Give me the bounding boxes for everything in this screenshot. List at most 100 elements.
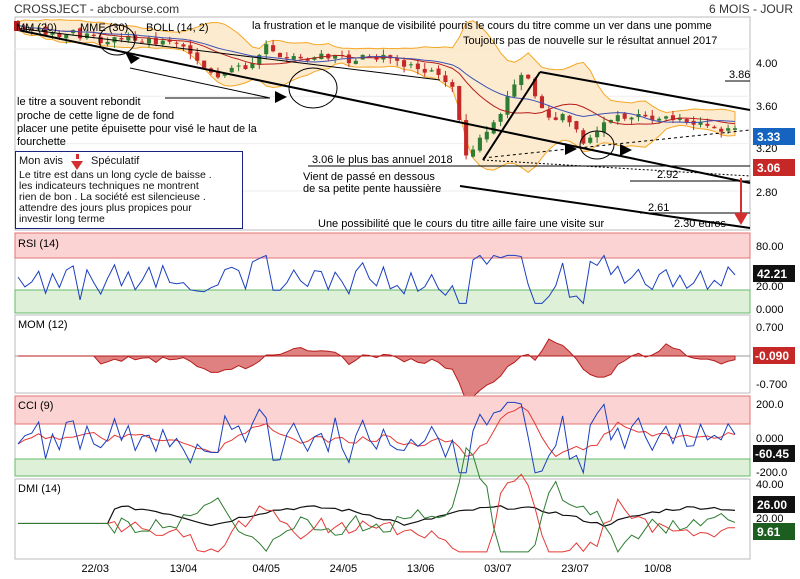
candle-body — [119, 38, 124, 40]
dmi-adx-line — [18, 505, 736, 527]
opinion-box: Mon avis Spéculatif Le titre est dans un… — [15, 151, 243, 229]
dmi-minus-line — [18, 446, 736, 553]
candle — [277, 52, 283, 58]
candle-body — [395, 57, 400, 61]
candle — [719, 126, 724, 138]
candle-body — [250, 63, 255, 69]
rsi-overbought-zone — [14, 232, 751, 259]
candle — [505, 90, 510, 119]
dmi-plus-line — [18, 473, 736, 553]
chart-period: 6 MOIS - JOUR — [709, 2, 793, 16]
candle — [670, 110, 676, 124]
opinion-verdict: Spéculatif — [91, 154, 140, 167]
cci-tick: -200.0 — [756, 467, 787, 479]
candle-body — [574, 121, 579, 130]
candle-body — [670, 115, 676, 120]
candles — [15, 20, 738, 160]
candle-body — [408, 64, 414, 66]
annotation-frustration: la frustration et le manque de visibilit… — [252, 20, 712, 32]
candle — [601, 116, 607, 137]
dmi-tick: 40.00 — [756, 479, 784, 491]
candle-body — [422, 68, 427, 73]
mom-tick: -0.700 — [756, 379, 787, 391]
candle — [105, 37, 110, 47]
arrow-head-1 — [125, 52, 140, 64]
candle — [22, 25, 27, 32]
candle — [243, 62, 248, 70]
rsi-value-tag — [753, 265, 795, 282]
candle-body — [353, 60, 358, 64]
candle — [622, 111, 627, 121]
x-tick-label: 04/05 — [252, 563, 280, 575]
dmi-tick: 20.00 — [756, 513, 784, 525]
candle — [229, 65, 234, 73]
candle — [574, 120, 579, 133]
candle-body — [505, 96, 510, 115]
candle-body — [560, 114, 565, 121]
annotation-rebound-3: placer une petite épuisette pour visé le… — [17, 123, 258, 135]
mm-line — [17, 24, 736, 125]
candle-body — [153, 37, 158, 45]
annotation-rebound-1: le titre a souvent rebondit — [17, 96, 141, 108]
candle-body — [36, 27, 41, 30]
candle — [291, 53, 296, 60]
mom-panel — [14, 314, 751, 394]
candle-body — [484, 131, 489, 140]
candle-body — [677, 117, 682, 120]
price-tick: 2.80 — [756, 187, 777, 199]
candle — [526, 74, 531, 80]
candle-body — [622, 113, 627, 119]
annotation-possibility: Une possibilité que le cours du titre ai… — [318, 218, 604, 230]
candle-body — [526, 74, 531, 79]
candle — [443, 70, 448, 87]
candle-body — [181, 44, 186, 47]
candle — [181, 42, 186, 52]
legend-boll: BOLL (14, 2) — [146, 22, 209, 34]
candle — [174, 41, 179, 48]
candle-body — [712, 126, 717, 129]
cci-tick: 200.0 — [756, 399, 784, 411]
candle-body — [457, 86, 462, 120]
candle — [470, 145, 476, 158]
cci-signal-line — [17, 405, 736, 458]
mom-value: -0.090 — [755, 349, 789, 363]
candle-body — [50, 32, 55, 35]
dmi-value-tag-a — [753, 496, 795, 513]
opinion-title: Mon avis — [19, 154, 64, 167]
dmi-title: DMI (14) — [18, 483, 61, 495]
annotation-passed-1: Vient de passé en dessous — [303, 171, 435, 183]
candle-body — [588, 137, 593, 143]
candle-body — [470, 149, 476, 157]
candle — [271, 40, 276, 53]
candle-body — [595, 131, 600, 138]
candle-body — [277, 52, 283, 58]
candle-body — [615, 115, 620, 122]
candle-body — [57, 33, 62, 38]
candle-body — [698, 122, 703, 125]
x-tick-label: 13/04 — [170, 563, 198, 575]
dmi-value-b: 9.61 — [757, 525, 781, 539]
candle — [546, 105, 551, 121]
candle — [429, 67, 434, 72]
candle-body — [271, 45, 276, 52]
candle-body — [546, 109, 551, 118]
candle — [319, 49, 324, 60]
x-tick-label: 24/05 — [330, 563, 358, 575]
candle-body — [84, 33, 89, 39]
channel-bottom — [459, 185, 751, 229]
candle — [402, 57, 407, 73]
level-261: 2.61 — [648, 202, 669, 214]
candle-body — [415, 63, 420, 70]
level-386: 3.86 — [729, 69, 750, 81]
candle — [388, 54, 393, 64]
legend-mm: MM (20) — [16, 22, 57, 34]
mom-tick: 0.700 — [756, 322, 784, 334]
annotation-no-news: Toujours pas de nouvelle sur le résultat… — [463, 35, 717, 47]
candle-body — [498, 114, 503, 122]
candle-body — [98, 36, 103, 44]
rsi-tick: 0.000 — [756, 304, 784, 316]
rsi-oversold-zone — [14, 289, 751, 314]
candle — [560, 112, 565, 123]
candle-body — [650, 115, 655, 120]
candle-body — [657, 118, 662, 121]
